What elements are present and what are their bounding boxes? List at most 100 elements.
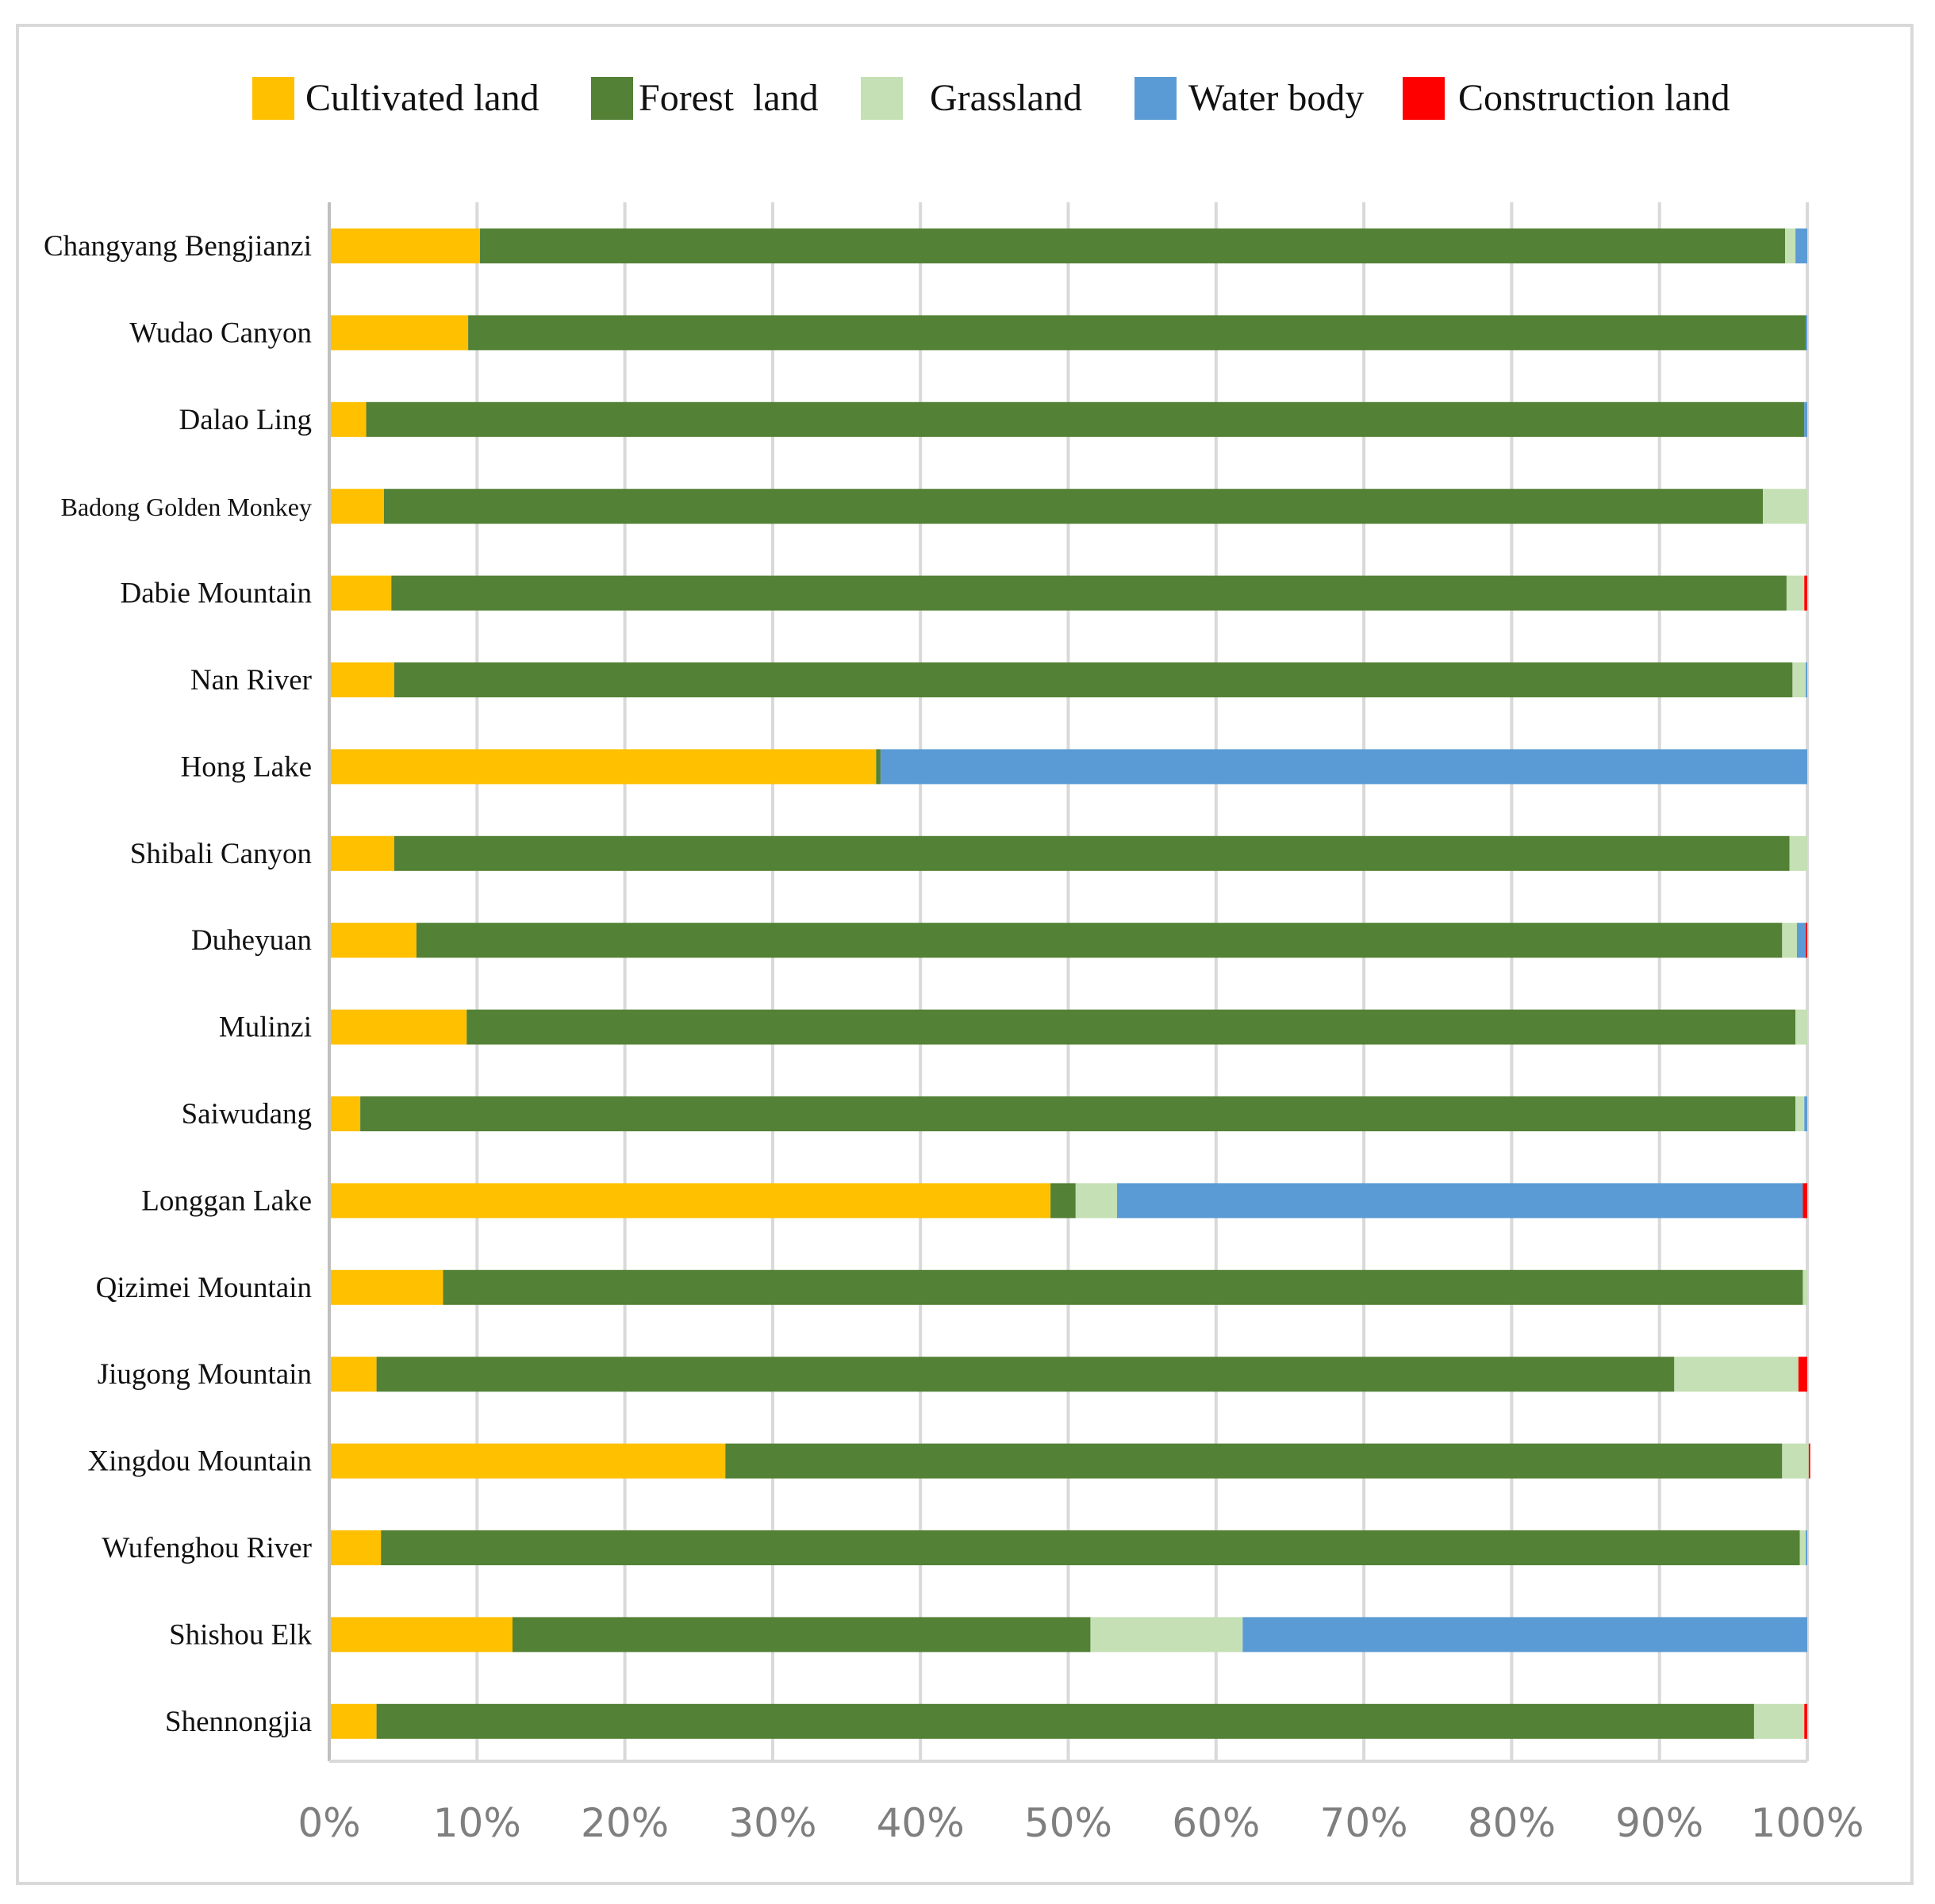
category-label: Qizimei Mountain — [96, 1272, 312, 1304]
bar-jiugong-mountain-grassland — [1674, 1357, 1799, 1392]
legend-swatch — [252, 77, 294, 120]
category-label: Changyang Bengjianzi — [44, 230, 312, 263]
bar-duheyuan-construction-land — [1806, 923, 1807, 958]
category-label: Shibali Canyon — [130, 838, 312, 870]
category-label: Hong Lake — [181, 750, 312, 783]
category-label: Mulinzi — [219, 1012, 312, 1044]
axes — [328, 202, 1807, 1763]
bar-changyang-bengjianzi-cultivated-land — [329, 228, 481, 263]
bar-hong-lake-cultivated-land — [329, 749, 877, 785]
x-tick-label: 40% — [877, 1800, 965, 1846]
category-label: Nan River — [190, 664, 312, 697]
bar-longgan-lake-cultivated-land — [329, 1183, 1051, 1219]
bar-longgan-lake-forest-land — [1050, 1183, 1076, 1219]
bar-wufenghou-river-grassland — [1799, 1530, 1806, 1565]
x-tick-label: 30% — [728, 1800, 816, 1846]
bar-mulinzi-forest-land — [466, 1009, 1796, 1045]
legend-item-cultivated-land: Cultivated land — [252, 77, 539, 120]
legend-item-forest-land: Forest land — [591, 77, 819, 120]
bar-wudao-canyon-water-body — [1806, 315, 1807, 351]
bar-badong-golden-monkey-grassland — [1763, 489, 1807, 524]
category-label: Wufenghou River — [102, 1532, 312, 1564]
bars — [329, 228, 1810, 1739]
bar-shibali-canyon-cultivated-land — [329, 835, 394, 871]
x-tick-label: 70% — [1320, 1800, 1408, 1846]
x-tick-label: 80% — [1468, 1800, 1556, 1846]
bar-changyang-bengjianzi-water-body — [1795, 228, 1807, 263]
bar-longgan-lake-construction-land — [1803, 1183, 1807, 1219]
bar-wudao-canyon-cultivated-land — [329, 315, 469, 351]
bar-jiugong-mountain-construction-land — [1798, 1357, 1807, 1392]
category-label: Dabie Mountain — [121, 578, 312, 610]
bar-wufenghou-river-water-body — [1806, 1530, 1807, 1565]
legend-label: Forest land — [639, 77, 819, 119]
bar-dabie-mountain-cultivated-land — [329, 575, 392, 611]
category-label: Badong Golden Monkey — [61, 493, 312, 521]
bar-jiugong-mountain-forest-land — [376, 1357, 1675, 1392]
x-tick-label: 0% — [298, 1800, 360, 1846]
bar-badong-golden-monkey-forest-land — [383, 489, 1764, 524]
bar-xingdou-mountain-construction-land — [1808, 1443, 1810, 1479]
x-tick-label: 90% — [1615, 1800, 1703, 1846]
category-label: Duheyuan — [191, 924, 312, 957]
x-tick-label: 10% — [433, 1800, 521, 1846]
bar-duheyuan-forest-land — [416, 923, 1783, 958]
bar-jiugong-mountain-cultivated-land — [329, 1357, 377, 1392]
bar-shishou-elk-grassland — [1090, 1617, 1243, 1653]
bar-longgan-lake-water-body — [1116, 1183, 1803, 1219]
bar-qizimei-mountain-forest-land — [443, 1269, 1803, 1305]
legend-swatch — [1135, 77, 1177, 120]
x-tick-label: 20% — [581, 1800, 669, 1846]
bar-shennongjia-construction-land — [1804, 1703, 1807, 1739]
category-label: Longgan Lake — [141, 1184, 312, 1217]
bar-wufenghou-river-cultivated-land — [329, 1530, 382, 1565]
bar-saiwudang-cultivated-land — [329, 1096, 361, 1131]
bar-dalao-ling-cultivated-land — [329, 401, 367, 437]
legend-swatch — [861, 77, 903, 120]
bar-longgan-lake-grassland — [1075, 1183, 1117, 1219]
bar-mulinzi-grassland — [1795, 1009, 1807, 1045]
bar-shishou-elk-water-body — [1242, 1617, 1807, 1653]
bar-dabie-mountain-grassland — [1786, 575, 1805, 611]
gridlines — [475, 202, 1809, 1761]
bar-saiwudang-grassland — [1795, 1096, 1805, 1131]
bar-dalao-ling-forest-land — [366, 401, 1805, 437]
legend-label: Cultivated land — [305, 77, 539, 119]
bar-shennongjia-forest-land — [376, 1703, 1754, 1739]
bar-wufenghou-river-forest-land — [381, 1530, 1800, 1565]
legend-label: Water body — [1188, 77, 1364, 119]
bar-shibali-canyon-grassland — [1789, 835, 1807, 871]
legend-swatch — [591, 77, 633, 120]
bar-badong-golden-monkey-cultivated-land — [329, 489, 384, 524]
bar-qizimei-mountain-grassland — [1803, 1269, 1807, 1305]
category-label: Shishou Elk — [169, 1618, 312, 1651]
bar-shennongjia-grassland — [1753, 1703, 1805, 1739]
category-label: Shennongjia — [165, 1706, 312, 1738]
bar-dabie-mountain-forest-land — [391, 575, 1787, 611]
bar-shishou-elk-cultivated-land — [329, 1617, 513, 1653]
bar-saiwudang-water-body — [1804, 1096, 1807, 1131]
category-label: Jiugong Mountain — [98, 1358, 312, 1391]
x-tick-labels: 0% 10% 20% 30% 40% 50% 60% 70% 80% 90% 100% — [298, 1800, 1864, 1846]
legend-swatch — [1403, 77, 1445, 120]
legend-item-grassland: Grassland — [861, 77, 1082, 120]
x-tick-label: 100% — [1751, 1800, 1864, 1846]
bar-hong-lake-forest-land — [876, 749, 881, 785]
bar-duheyuan-water-body — [1796, 923, 1806, 958]
bar-changyang-bengjianzi-forest-land — [480, 228, 1786, 263]
bar-qizimei-mountain-cultivated-land — [329, 1269, 443, 1305]
bar-nan-river-cultivated-land — [329, 662, 394, 697]
legend-label: Grassland — [930, 77, 1082, 119]
legend-item-water-body: Water body — [1135, 77, 1364, 120]
bar-shibali-canyon-forest-land — [394, 835, 1790, 871]
bar-hong-lake-water-body — [880, 749, 1807, 785]
x-tick-label: 60% — [1172, 1800, 1260, 1846]
bar-nan-river-grassland — [1792, 662, 1806, 697]
bar-mulinzi-cultivated-land — [329, 1009, 467, 1045]
category-labels: Changyang Bengjianzi Wudao Canyon Dalao Li… — [44, 230, 313, 1738]
bar-shennongjia-cultivated-land — [329, 1703, 377, 1739]
legend-label: Construction land — [1458, 77, 1730, 119]
bar-changyang-bengjianzi-grassland — [1785, 228, 1796, 263]
bar-wudao-canyon-forest-land — [468, 315, 1806, 351]
